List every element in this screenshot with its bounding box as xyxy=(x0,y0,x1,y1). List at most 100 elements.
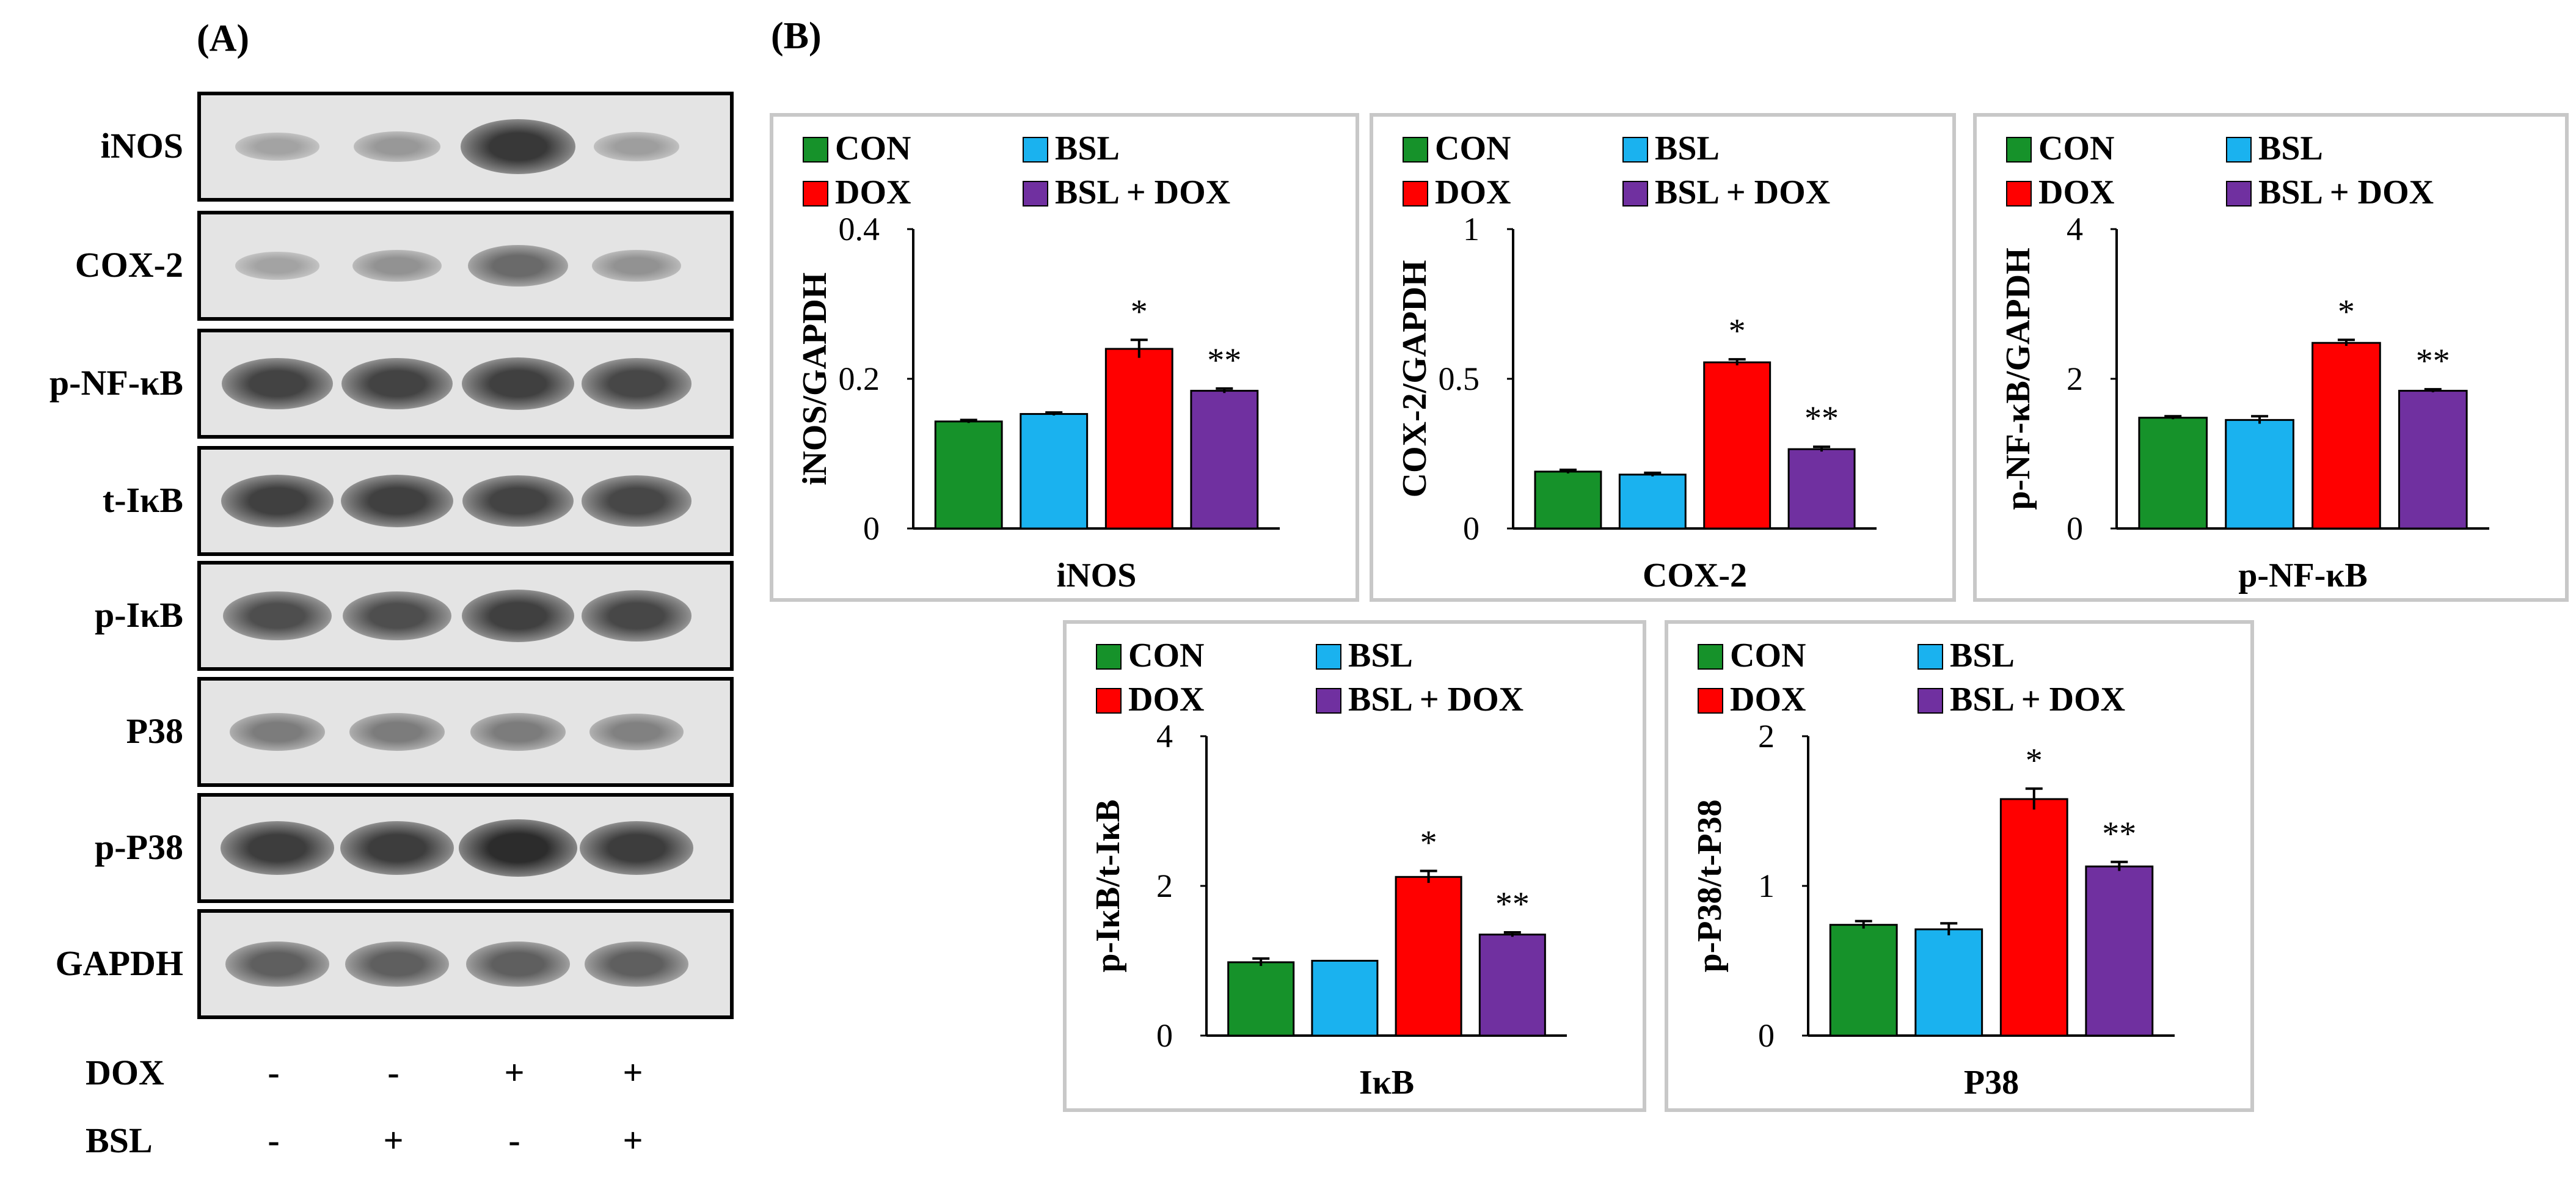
significance-label: ** xyxy=(1804,400,1839,437)
significance-label: ** xyxy=(2416,342,2450,380)
y-tick-label: 0 xyxy=(2067,510,2083,547)
blot-band xyxy=(225,942,329,987)
treatment-label: BSL xyxy=(86,1121,153,1160)
treatment-sign: + xyxy=(622,1121,643,1160)
y-tick-label: 0.4 xyxy=(839,211,880,247)
legend-label: BSL + DOX xyxy=(1055,174,1230,211)
legend-label: CON xyxy=(835,130,911,167)
legend-swatch xyxy=(1917,688,1943,714)
x-axis-label: P38 xyxy=(1964,1064,2019,1102)
bar xyxy=(1478,934,1546,1037)
bar xyxy=(1395,876,1462,1037)
legend-label: DOX xyxy=(2038,174,2114,211)
blot-band xyxy=(223,591,332,641)
blot-label: COX-2 xyxy=(75,245,183,285)
legend-label: BSL xyxy=(1655,130,1720,167)
blot-band xyxy=(461,119,575,174)
blot-band xyxy=(353,131,441,162)
legend-label: BSL + DOX xyxy=(1950,681,2125,718)
blot-label: t-IκB xyxy=(102,480,183,520)
blot-band xyxy=(340,821,454,875)
y-tick-label: 4 xyxy=(2067,211,2083,247)
blot-band xyxy=(466,942,570,987)
panel-a-label: (A) xyxy=(197,18,250,59)
legend-swatch xyxy=(2226,181,2252,207)
blot-band xyxy=(341,357,453,410)
bar xyxy=(2311,342,2381,530)
y-axis-label: p-P38/t-P38 xyxy=(1691,799,1729,972)
x-axis-label: COX-2 xyxy=(1643,557,1747,594)
blot-band xyxy=(352,249,442,282)
bar xyxy=(1190,390,1259,530)
y-tick-label: 2 xyxy=(2067,360,2083,397)
bar xyxy=(1829,924,1898,1037)
blot-band xyxy=(594,132,679,161)
blot-band xyxy=(349,713,445,751)
blot-band xyxy=(462,357,574,410)
legend-swatch xyxy=(803,137,828,163)
legend-swatch xyxy=(1622,137,1648,163)
y-tick-label: 1 xyxy=(1463,211,1480,247)
significance-label: * xyxy=(1729,312,1746,350)
treatment-label: DOX xyxy=(86,1053,164,1092)
legend-label: BSL xyxy=(1348,637,1413,675)
blot-band xyxy=(459,819,577,877)
significance-label: ** xyxy=(2102,815,2136,853)
legend-label: BSL + DOX xyxy=(1348,681,1523,718)
bar xyxy=(1227,961,1295,1037)
treatment-sign: + xyxy=(622,1053,643,1092)
legend-swatch xyxy=(1316,644,1341,670)
blot-band xyxy=(589,714,684,750)
treatment-sign: - xyxy=(508,1121,520,1160)
blot-strip xyxy=(197,909,734,1019)
blot-band xyxy=(345,942,449,987)
bar xyxy=(1787,448,1856,530)
blot-band xyxy=(462,475,574,527)
legend-label: CON xyxy=(1435,130,1511,167)
blot-label: p-NF-κB xyxy=(49,363,183,403)
treatment-sign: - xyxy=(268,1053,280,1092)
significance-label: * xyxy=(1131,293,1148,331)
y-axis-label: p-NF-κB/GAPDH xyxy=(1999,247,2037,510)
legend-label: BSL + DOX xyxy=(2258,174,2434,211)
blot-strip xyxy=(197,677,734,787)
legend-swatch xyxy=(1316,688,1341,714)
blot-band xyxy=(468,244,568,287)
bar xyxy=(1020,413,1089,530)
legend-label: DOX xyxy=(1435,174,1511,211)
blot-band xyxy=(235,133,319,161)
bar-chart: CON BSL DOX BSL + DOX 0 2 4 p-NF-κB/GAPDH p-NF-κ… xyxy=(1973,113,2569,602)
blot-band xyxy=(470,713,566,751)
significance-label: * xyxy=(2026,742,2043,780)
legend-label: DOX xyxy=(1128,681,1204,718)
legend-swatch xyxy=(2006,137,2032,163)
bar xyxy=(2398,390,2468,530)
blot-strip xyxy=(197,329,734,439)
legend-swatch xyxy=(2226,137,2252,163)
blot-strip xyxy=(197,793,734,903)
blot-strip xyxy=(197,446,734,556)
y-tick-label: 0 xyxy=(863,510,880,547)
treatment-sign: - xyxy=(387,1053,400,1092)
y-tick-label: 2 xyxy=(1156,868,1173,904)
y-tick-label: 0 xyxy=(1758,1017,1775,1054)
blot-band xyxy=(221,821,334,875)
legend-swatch xyxy=(1698,688,1723,714)
legend-label: DOX xyxy=(1730,681,1806,718)
significance-label: ** xyxy=(1207,342,1241,379)
blot-band xyxy=(581,358,692,409)
bar xyxy=(1311,960,1379,1037)
legend-swatch xyxy=(803,181,828,207)
blot-band xyxy=(585,942,688,987)
significance-label: * xyxy=(2338,293,2355,331)
bar xyxy=(2138,417,2208,530)
legend-label: BSL + DOX xyxy=(1655,174,1830,211)
legend-swatch xyxy=(1403,137,1428,163)
bar xyxy=(1534,470,1602,530)
blot-band xyxy=(230,713,325,751)
y-axis-label: p-IκB/t-IκB xyxy=(1089,799,1127,972)
y-axis-label: iNOS/GAPDH xyxy=(796,272,834,485)
bar xyxy=(1618,473,1687,530)
legend-swatch xyxy=(1622,181,1648,207)
